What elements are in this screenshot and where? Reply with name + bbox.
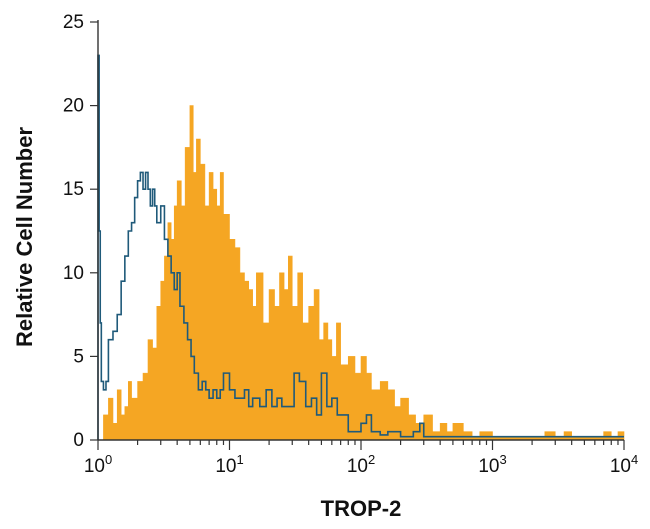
x-tick-exponent: 0 [105, 452, 112, 467]
y-tick-layer: 0 5 10 15 20 25 [63, 12, 98, 451]
x-tick-exponent: 3 [499, 452, 506, 467]
x-tick-base: 10 [84, 456, 105, 477]
x-axis-title: TROP-2 [321, 496, 402, 521]
y-tick-label: 0 [73, 430, 84, 451]
x-tick-exponent: 4 [631, 452, 638, 467]
x-tick-layer: 100 101 102 103 104 [84, 440, 638, 477]
x-tick-base: 10 [478, 456, 499, 477]
y-tick-label: 10 [63, 263, 84, 284]
y-axis-title: Relative Cell Number [12, 127, 37, 348]
y-tick-label: 5 [73, 346, 84, 367]
y-tick-label: 20 [63, 96, 84, 117]
x-tick-exponent: 1 [236, 452, 243, 467]
x-tick-label: 102 [347, 452, 375, 477]
series-1-histogram [97, 54, 624, 440]
series-layer [97, 54, 625, 441]
y-tick-label: 15 [63, 179, 84, 200]
series-0 [98, 105, 625, 441]
x-tick-base: 10 [347, 456, 368, 477]
series-1 [97, 54, 624, 440]
y-tick-label: 25 [63, 12, 84, 33]
x-tick-label: 100 [84, 452, 112, 477]
series-0-histogram [98, 105, 625, 441]
x-tick-base: 10 [610, 456, 631, 477]
x-tick-base: 10 [215, 456, 236, 477]
x-tick-label: 101 [215, 452, 243, 477]
x-tick-label: 103 [478, 452, 506, 477]
x-tick-label: 104 [610, 452, 638, 477]
x-tick-exponent: 2 [368, 452, 375, 467]
